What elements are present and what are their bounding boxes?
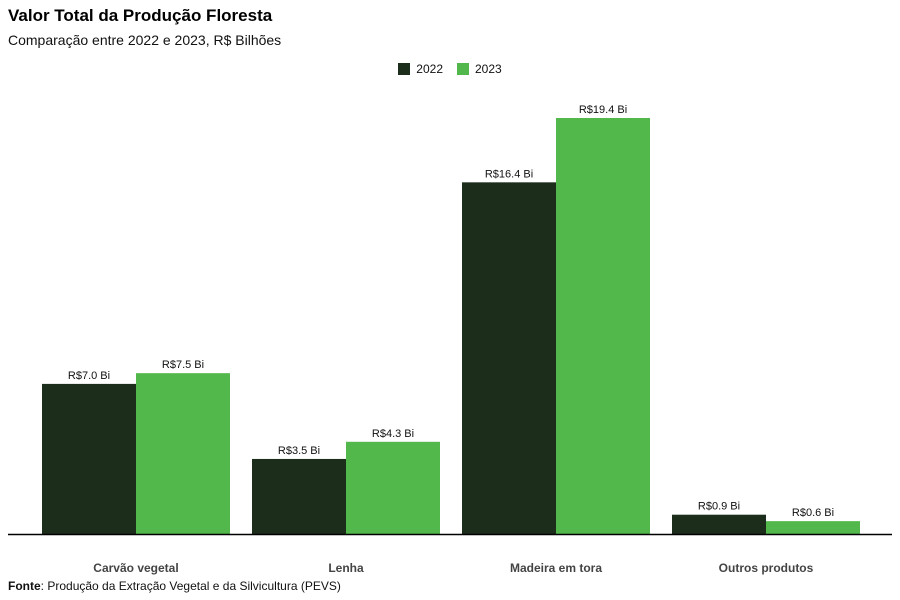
data-label-outros-produtos-2023: R$0.6 Bi <box>792 507 834 519</box>
category-label-lenha: Lenha <box>328 561 364 575</box>
bar-carvao-vegetal-2023 <box>136 373 230 534</box>
data-label-madeira-em-tora-2022: R$16.4 Bi <box>485 168 533 180</box>
legend-item-2023: 2023 <box>457 62 502 76</box>
data-label-lenha-2022: R$3.5 Bi <box>278 445 320 457</box>
data-label-outros-produtos-2022: R$0.9 Bi <box>698 501 740 513</box>
chart-title: Valor Total da Produção Floresta <box>8 6 273 25</box>
legend-label-2022: 2022 <box>416 62 443 76</box>
bar-madeira-em-tora-2022 <box>462 182 556 534</box>
bar-carvao-vegetal-2022 <box>42 383 136 534</box>
legend: 2022 2023 <box>0 62 900 76</box>
legend-label-2023: 2023 <box>475 62 502 76</box>
category-label-carvao-vegetal: Carvão vegetal <box>93 561 178 575</box>
legend-swatch-2022 <box>398 63 411 75</box>
category-label-madeira-em-tora: Madeira em tora <box>510 561 602 575</box>
bar-lenha-2023 <box>346 441 440 534</box>
bar-lenha-2022 <box>252 458 346 534</box>
source-note: Fonte: Produção da Extração Vegetal e da… <box>8 579 341 593</box>
source-label: Fonte <box>8 579 41 593</box>
data-label-carvao-vegetal-2022: R$7.0 Bi <box>68 370 110 382</box>
chart-subtitle: Comparação entre 2022 e 2023, R$ Bilhões <box>8 32 282 48</box>
bar-madeira-em-tora-2023 <box>556 118 650 534</box>
category-label-outros-produtos: Outros produtos <box>719 561 814 575</box>
bar-outros-produtos-2022 <box>672 514 766 534</box>
source-text: : Produção da Extração Vegetal e da Silv… <box>40 579 341 593</box>
legend-swatch-2023 <box>457 63 469 75</box>
data-label-carvao-vegetal-2023: R$7.5 Bi <box>162 359 204 371</box>
bar-outros-produtos-2023 <box>766 521 860 534</box>
data-label-madeira-em-tora-2023: R$19.4 Bi <box>579 104 627 116</box>
legend-item-2022: 2022 <box>398 62 443 76</box>
data-label-lenha-2023: R$4.3 Bi <box>372 428 414 440</box>
